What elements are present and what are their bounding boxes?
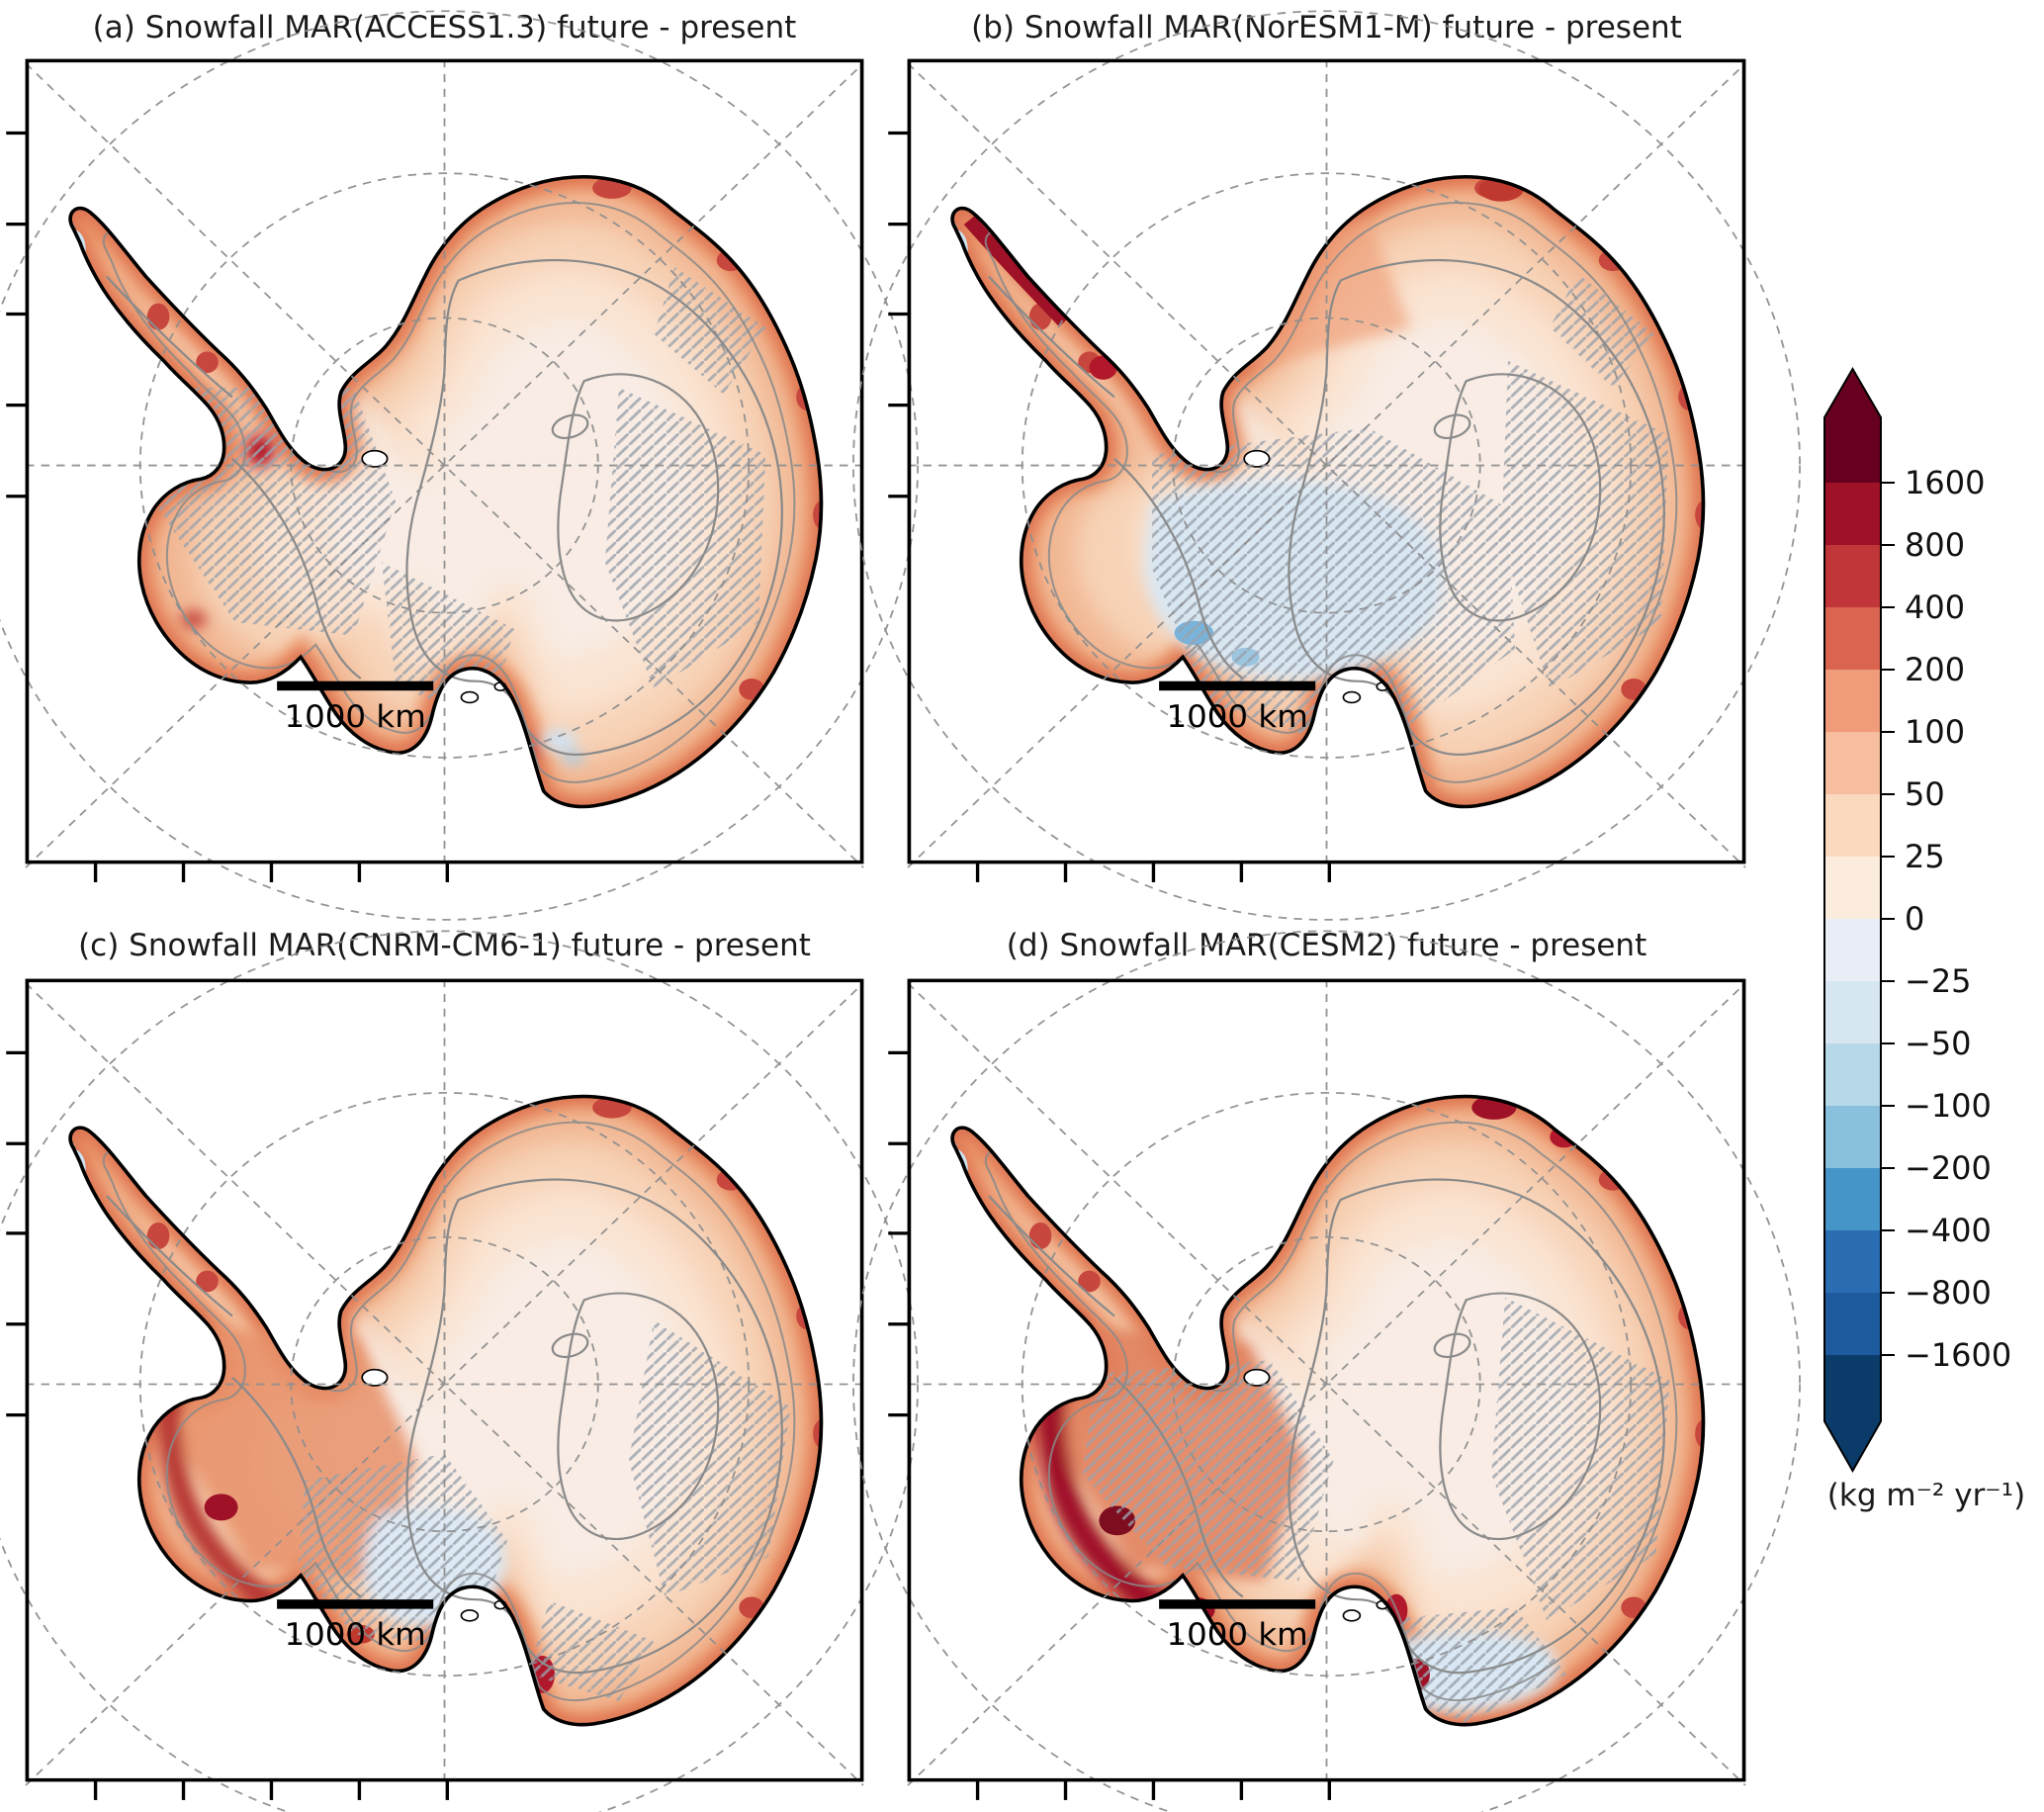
scale-bar-label: 1000 km xyxy=(1166,697,1307,734)
colorbar-tick-label: 800 xyxy=(1905,526,1965,564)
colorbar-segment xyxy=(1824,483,1881,545)
colorbar-tick-label: 0 xyxy=(1905,900,1924,938)
colorbar-segment xyxy=(1824,1355,1881,1421)
colorbar-segment xyxy=(1824,607,1881,670)
scale-bar-label: 1000 km xyxy=(284,697,425,734)
colorbar-tick-label: −1600 xyxy=(1905,1336,2011,1374)
colorbar-tick-label: 50 xyxy=(1905,775,1945,813)
colorbar-units: (kg m⁻² yr⁻¹) xyxy=(1826,1478,2026,1513)
scale-bar-label: 1000 km xyxy=(1167,1618,1308,1653)
scale-bar-label: 1000 km xyxy=(285,1618,426,1653)
panel-d-title: (d) Snowfall MAR(CESM2) future - present xyxy=(1006,928,1647,963)
colorbar-tick-label: −400 xyxy=(1905,1212,1992,1249)
colorbar-segment xyxy=(1824,981,1881,1043)
colorbar-tick-label: 200 xyxy=(1905,651,1965,688)
colorbar-segment xyxy=(1824,732,1881,794)
panel-c-title: (c) Snowfall MAR(CNRM-CM6-1) future - pr… xyxy=(78,928,811,963)
colorbar-segment xyxy=(1824,1043,1881,1106)
colorbar-tick-label: 1600 xyxy=(1905,464,1985,501)
colorbar: 1600 800 400 200 100 50 25 0 −25 −50 −100 −200 −400 −… xyxy=(1823,367,2011,1474)
colorbar-segment xyxy=(1824,919,1881,981)
panel-a-title: (a) Snowfall MAR(ACCESS1.3) future - pre… xyxy=(92,10,797,45)
colorbar-arrow-top xyxy=(1824,369,1881,417)
colorbar-segment xyxy=(1824,417,1881,483)
colorbar-segment xyxy=(1824,1230,1881,1293)
colorbar-tick-label: 400 xyxy=(1905,589,1965,626)
colorbar-tick-label: −200 xyxy=(1905,1149,1992,1187)
colorbar-arrow-bottom xyxy=(1824,1421,1881,1471)
colorbar-outline xyxy=(1823,367,1882,1474)
map-panel-b: 1000 km xyxy=(852,10,1801,921)
panel-b-title: (b) Snowfall MAR(NorESM1-M) future - pre… xyxy=(971,10,1682,45)
colorbar-tick-label: −800 xyxy=(1905,1274,1992,1312)
map-panel-d: 1000 km xyxy=(852,930,1801,1812)
colorbar-segment xyxy=(1824,1168,1881,1230)
map-panel-c: 1000 km xyxy=(0,930,919,1812)
colorbar-tick-label: −25 xyxy=(1905,962,1972,1000)
colorbar-segment xyxy=(1824,670,1881,732)
colorbar-tick-label: −50 xyxy=(1905,1025,1972,1062)
colorbar-segment xyxy=(1824,545,1881,607)
colorbar-segment xyxy=(1824,794,1881,857)
colorbar-segment xyxy=(1824,1293,1881,1355)
colorbar-tick-label: −100 xyxy=(1905,1087,1992,1125)
map-panel-a: 1000 km xyxy=(0,10,919,921)
colorbar-tick-label: 100 xyxy=(1905,713,1965,751)
colorbar-segment xyxy=(1824,857,1881,919)
colorbar-tick-label: 25 xyxy=(1905,838,1945,875)
colorbar-segment xyxy=(1824,1106,1881,1168)
